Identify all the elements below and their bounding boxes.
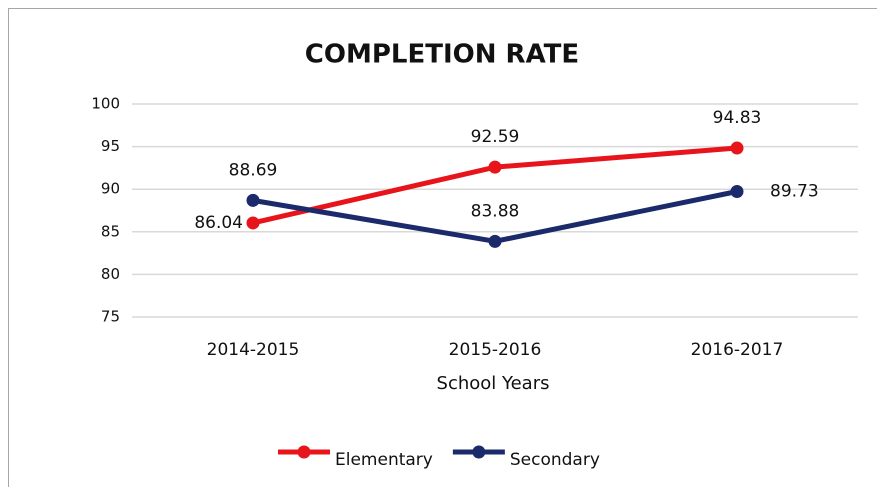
data-point	[246, 216, 260, 230]
data-point	[730, 185, 744, 199]
data-point	[246, 193, 260, 207]
data-point	[488, 234, 502, 248]
data-label: 86.04	[194, 213, 243, 233]
y-tick-label: 80	[101, 265, 120, 283]
legend-swatch-marker	[472, 445, 486, 459]
legend-label: Elementary	[335, 450, 433, 470]
y-tick-label: 85	[101, 222, 120, 240]
x-tick-label: 2015-2016	[449, 340, 542, 360]
y-tick-label: 75	[101, 308, 120, 326]
y-tick-label: 95	[101, 137, 120, 155]
y-tick-label: 100	[91, 95, 120, 113]
data-label: 92.59	[471, 127, 520, 147]
data-point	[730, 141, 744, 155]
x-axis-label: School Years	[437, 373, 550, 394]
data-label: 83.88	[471, 201, 520, 221]
data-label: 94.83	[713, 108, 762, 128]
chart-frame	[8, 8, 877, 487]
legend-swatch-marker	[297, 445, 311, 459]
x-tick-label: 2014-2015	[207, 340, 300, 360]
data-label: 88.69	[229, 160, 278, 180]
y-tick-label: 90	[101, 180, 120, 198]
chart-title: COMPLETION RATE	[305, 40, 579, 70]
legend-label: Secondary	[510, 450, 600, 470]
data-point	[488, 160, 502, 174]
x-tick-label: 2016-2017	[691, 340, 784, 360]
data-label: 89.73	[770, 182, 819, 202]
